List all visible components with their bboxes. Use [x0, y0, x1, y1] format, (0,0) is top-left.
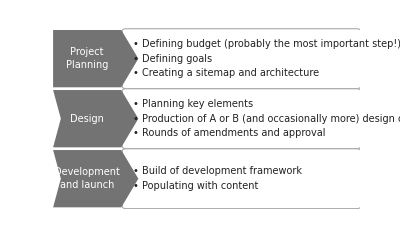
Polygon shape — [53, 150, 138, 207]
Text: • Defining budget (probably the most important step!)
• Defining goals
• Creatin: • Defining budget (probably the most imp… — [133, 39, 400, 78]
FancyBboxPatch shape — [122, 29, 361, 89]
FancyBboxPatch shape — [122, 149, 361, 209]
Text: Project
Planning: Project Planning — [66, 47, 108, 70]
Text: • Planning key elements
• Production of A or B (and occasionally more) design co: • Planning key elements • Production of … — [133, 99, 400, 138]
Polygon shape — [53, 90, 138, 147]
Polygon shape — [53, 30, 138, 87]
Text: • Build of development framework
• Populating with content: • Build of development framework • Popul… — [133, 166, 302, 191]
Text: Design: Design — [70, 114, 104, 124]
Text: Development
and launch: Development and launch — [54, 168, 120, 190]
FancyBboxPatch shape — [122, 89, 361, 149]
